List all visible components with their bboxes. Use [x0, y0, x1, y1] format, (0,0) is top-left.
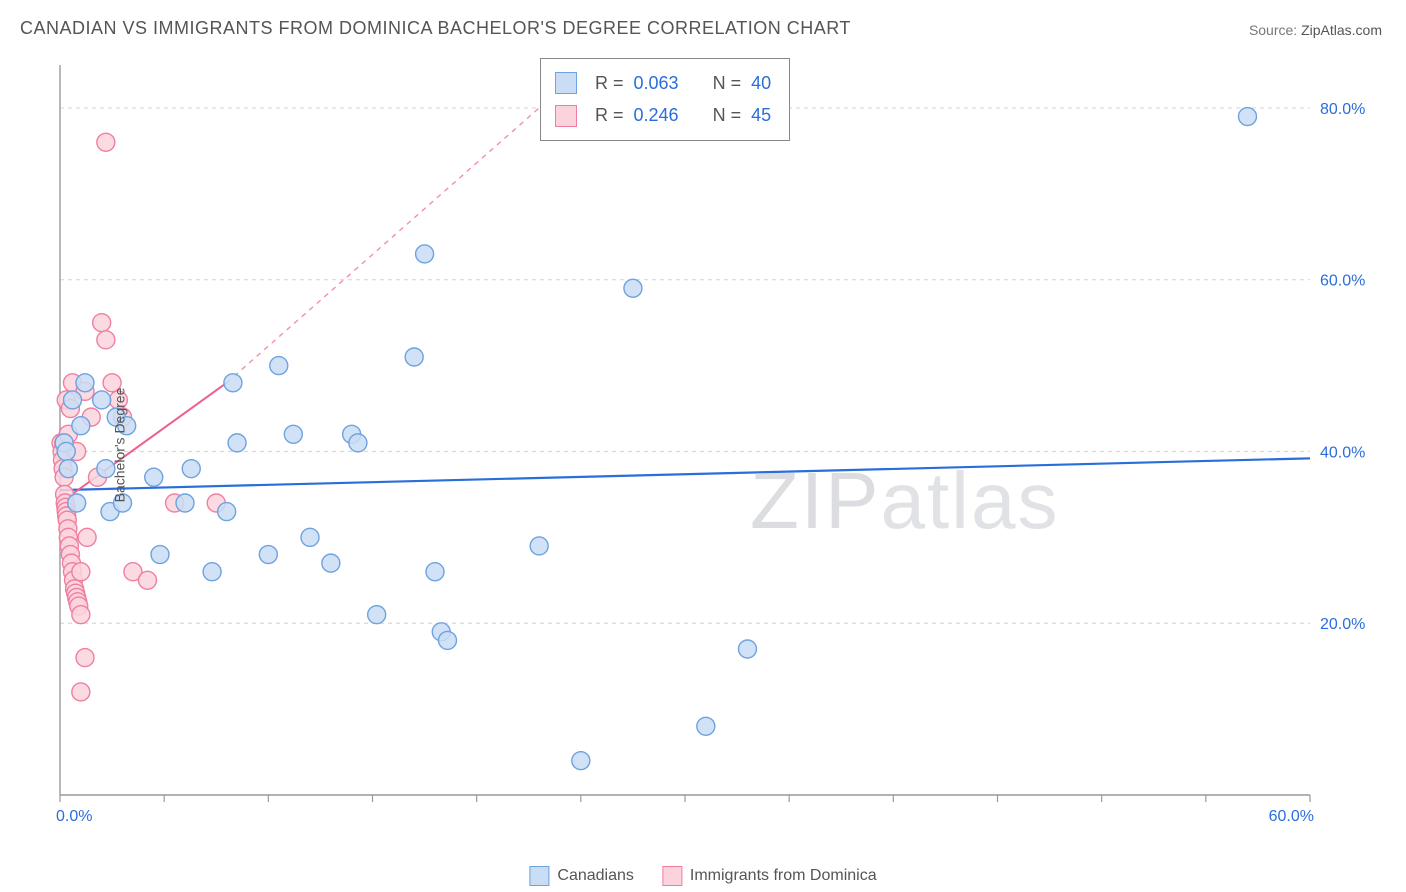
y-tick-label: 60.0% [1320, 273, 1365, 290]
series-swatch [555, 105, 577, 127]
stats-row: R = 0.246 N = 45 [555, 99, 771, 131]
y-axis-label: Bachelor's Degree [111, 388, 127, 503]
legend-label: Immigrants from Dominica [690, 867, 877, 884]
legend-label: Canadians [557, 867, 634, 884]
legend-item: Immigrants from Dominica [662, 866, 877, 886]
chart-title: CANADIAN VS IMMIGRANTS FROM DOMINICA BAC… [20, 18, 851, 39]
legend-item: Canadians [529, 866, 634, 886]
correlation-stats-box: R = 0.063 N = 40 R = 0.246 N = 45 [540, 58, 790, 141]
source-label: Source: [1249, 22, 1301, 38]
n-label: N = [713, 67, 742, 99]
r-value: 0.246 [634, 99, 679, 131]
n-value: 40 [751, 67, 771, 99]
r-label: R = [595, 67, 624, 99]
n-value: 45 [751, 99, 771, 131]
legend: Canadians Immigrants from Dominica [529, 866, 876, 886]
r-label: R = [595, 99, 624, 131]
y-tick-label: 80.0% [1320, 101, 1365, 118]
stats-row: R = 0.063 N = 40 [555, 67, 771, 99]
y-tick-label: 20.0% [1320, 616, 1365, 633]
r-value: 0.063 [634, 67, 679, 99]
x-tick-label: 60.0% [1269, 808, 1314, 825]
source-value: ZipAtlas.com [1301, 22, 1382, 38]
legend-swatch [662, 866, 682, 886]
chart-canvas: 20.0% 40.0% 60.0% 80.0% 0.0% 60.0% [50, 55, 1380, 835]
series-swatch [555, 72, 577, 94]
scatter-plot: 20.0% 40.0% 60.0% 80.0% 0.0% 60.0% Bachelor's… [50, 55, 1380, 835]
y-tick-label: 40.0% [1320, 444, 1365, 461]
x-tick-label: 0.0% [56, 808, 92, 825]
legend-swatch [529, 866, 549, 886]
source-attribution: Source: ZipAtlas.com [1249, 22, 1382, 38]
n-label: N = [713, 99, 742, 131]
